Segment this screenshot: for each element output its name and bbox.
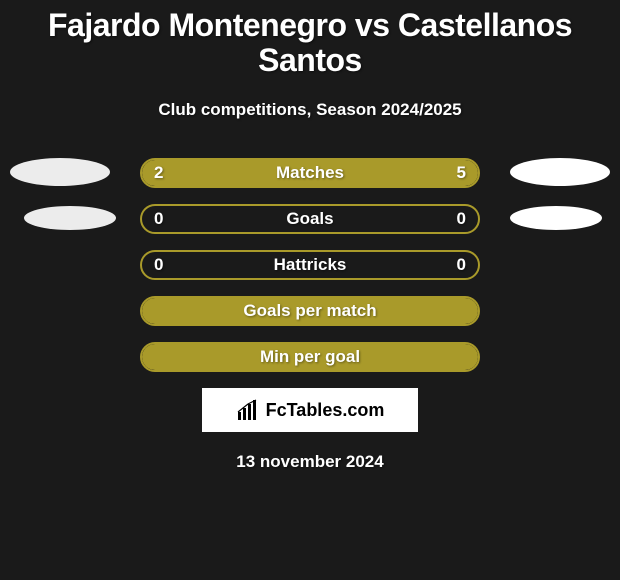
stats-area: 2 5 Matches 0 0 Goals 0 0 Hattricks Goals per mat… xyxy=(0,158,620,372)
bar-fill-right xyxy=(236,160,478,186)
branding-text: FcTables.com xyxy=(266,400,385,421)
stat-bar: Min per goal xyxy=(140,342,480,372)
stat-value-right: 0 xyxy=(457,209,466,229)
stat-value-right: 5 xyxy=(457,163,466,183)
stat-row: Min per goal xyxy=(0,342,620,372)
stat-label: Goals per match xyxy=(243,301,376,321)
stat-bar: 0 0 Hattricks xyxy=(140,250,480,280)
stat-value-left: 0 xyxy=(154,209,163,229)
stat-value-right: 0 xyxy=(457,255,466,275)
stat-row: Goals per match xyxy=(0,296,620,326)
stat-value-left: 0 xyxy=(154,255,163,275)
stat-row: 0 0 Hattricks xyxy=(0,250,620,280)
stat-label: Matches xyxy=(276,163,344,183)
stat-label: Goals xyxy=(286,209,333,229)
comparison-widget: Fajardo Montenegro vs Castellanos Santos… xyxy=(0,0,620,472)
stat-row: 0 0 Goals xyxy=(0,204,620,234)
stat-label: Hattricks xyxy=(274,255,347,275)
page-title: Fajardo Montenegro vs Castellanos Santos xyxy=(0,8,620,78)
stat-value-left: 2 xyxy=(154,163,163,183)
chart-bars-icon xyxy=(236,398,260,422)
stat-bar: 2 5 Matches xyxy=(140,158,480,188)
stat-bar: Goals per match xyxy=(140,296,480,326)
date-label: 13 november 2024 xyxy=(0,452,620,472)
stat-bar: 0 0 Goals xyxy=(140,204,480,234)
subtitle: Club competitions, Season 2024/2025 xyxy=(0,100,620,120)
stat-row: 2 5 Matches xyxy=(0,158,620,188)
branding-badge: FcTables.com xyxy=(202,388,418,432)
stat-label: Min per goal xyxy=(260,347,360,367)
